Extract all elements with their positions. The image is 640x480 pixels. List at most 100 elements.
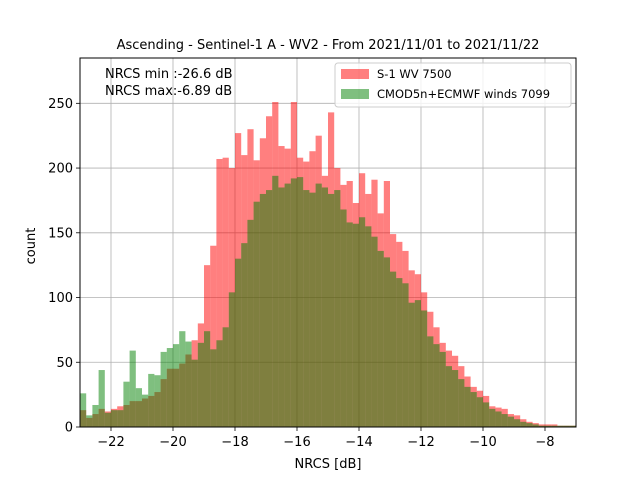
histogram-bar — [340, 209, 347, 427]
histogram-bar — [179, 331, 186, 427]
x-tick-label: −14 — [345, 435, 372, 450]
y-tick-label: 100 — [48, 291, 73, 306]
histogram-bar — [408, 302, 415, 427]
histogram-bar — [210, 349, 217, 427]
legend-box — [334, 62, 572, 108]
histogram-bar — [222, 327, 229, 427]
histogram-bar — [247, 219, 254, 427]
legend-label-cmod: CMOD5n+ECMWF winds 7099 — [377, 87, 550, 101]
histogram-bar — [439, 351, 446, 427]
histogram-bar — [383, 257, 390, 427]
histogram-bar — [142, 394, 149, 427]
y-tick-label: 150 — [48, 226, 73, 241]
histogram-bar — [371, 236, 378, 427]
chart-title: Ascending - Sentinel-1 A - WV2 - From 20… — [117, 38, 540, 53]
histogram-bar — [501, 414, 508, 427]
histogram-bar — [464, 386, 471, 427]
histogram-bar — [216, 158, 223, 427]
x-tick-label: −8 — [535, 435, 554, 450]
histogram-bar — [545, 425, 552, 427]
histogram-bar — [414, 300, 421, 427]
histogram-bar — [111, 410, 118, 427]
y-axis-label: count — [24, 228, 39, 265]
x-axis-label: NRCS [dB] — [295, 457, 362, 472]
histogram-bar — [365, 226, 372, 427]
histogram-bar — [197, 342, 204, 427]
histogram-bar — [222, 157, 229, 427]
x-tick-label: −22 — [97, 435, 124, 450]
y-tick-label: 200 — [48, 162, 73, 177]
histogram-bar — [166, 348, 173, 427]
legend-label-s1: S-1 WV 7500 — [377, 67, 452, 81]
histogram-bar — [507, 416, 514, 427]
histogram-bar — [104, 412, 111, 427]
histogram-bar — [98, 370, 105, 427]
histogram-bar — [402, 283, 409, 427]
histogram-bar — [185, 341, 192, 427]
nrcs-max-annotation: NRCS max:-6.89 dB — [105, 84, 232, 99]
histogram-bar — [160, 351, 167, 427]
x-tick-label: −16 — [283, 435, 310, 450]
y-tick-label: 0 — [65, 421, 73, 436]
histogram-bar — [80, 393, 87, 427]
histogram-bar — [346, 222, 353, 427]
histogram-bar — [173, 344, 180, 427]
histogram-bar — [241, 243, 248, 427]
histogram-bar — [470, 392, 477, 427]
histogram-bar — [272, 175, 279, 427]
x-tick-label: −18 — [221, 435, 248, 450]
histogram-bar — [328, 193, 335, 427]
legend: S-1 WV 7500 CMOD5n+ECMWF winds 7099 — [334, 62, 572, 108]
histogram-bar — [266, 190, 273, 427]
histogram-bar — [290, 178, 297, 427]
histogram-bar — [303, 190, 310, 427]
histogram-bar — [235, 258, 242, 427]
histogram-bar — [427, 336, 434, 427]
histogram-bar — [253, 201, 260, 427]
histogram-bar — [396, 278, 403, 427]
x-tick-label: −12 — [407, 435, 434, 450]
histogram-bar — [148, 373, 155, 427]
histogram-bar — [390, 271, 397, 427]
histogram-bar — [538, 425, 545, 427]
histogram-bar — [377, 250, 384, 427]
histogram-bar — [259, 193, 266, 427]
histogram-bar — [123, 381, 130, 427]
histogram-bar — [135, 388, 142, 427]
legend-swatch-s1 — [341, 69, 369, 79]
histogram-bar — [154, 375, 161, 427]
histogram-bar — [210, 245, 217, 427]
histogram-bar — [284, 183, 291, 427]
histogram-bar — [495, 411, 502, 427]
nrcs-min-annotation: NRCS min :-26.6 dB — [105, 67, 233, 82]
histogram-bar — [569, 425, 576, 427]
histogram-bar — [452, 370, 459, 427]
bars-layer — [80, 102, 576, 428]
histogram-bar — [129, 350, 136, 427]
histogram-bar — [520, 421, 527, 427]
histogram-bar — [315, 183, 322, 427]
histogram-bar — [309, 192, 316, 427]
y-tick-label: 50 — [56, 356, 73, 371]
histogram-bar — [92, 404, 99, 427]
histogram-bar — [352, 223, 359, 427]
histogram-bar — [445, 366, 452, 427]
histogram-bar — [532, 424, 539, 427]
histogram-bar — [483, 402, 490, 427]
histogram-bar — [191, 359, 198, 427]
histogram-bar — [86, 415, 93, 427]
histogram-bar — [563, 425, 570, 427]
x-tick-label: −10 — [469, 435, 496, 450]
histogram-bar — [514, 419, 521, 427]
histogram-bar — [278, 187, 285, 427]
histogram-bar — [321, 187, 328, 427]
series-1 — [80, 175, 576, 427]
histogram-bar — [204, 331, 211, 427]
histogram-bar — [458, 379, 465, 427]
histogram-bar — [433, 344, 440, 427]
histogram-bar — [228, 292, 235, 427]
ticks-layer: −22 −20 −18 −16 −14 −12 −10 −8 0 50 100 150 200 250 — [48, 97, 554, 450]
histogram-bar — [489, 408, 496, 427]
histogram-bar — [359, 217, 366, 427]
